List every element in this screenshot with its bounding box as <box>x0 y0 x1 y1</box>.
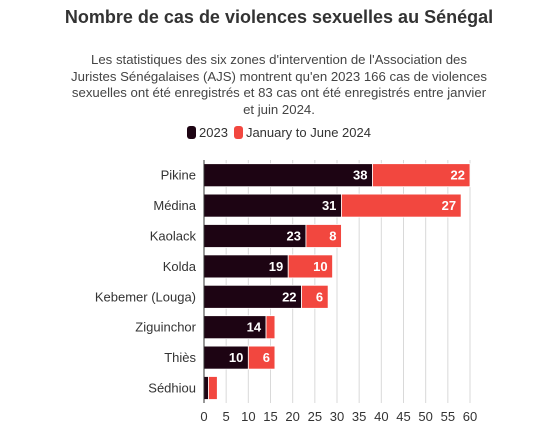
data-label: 6 <box>316 289 323 304</box>
x-tick-label: 35 <box>352 409 366 424</box>
legend-item-2023: 2023 <box>187 125 228 140</box>
category-label: Thiès <box>164 350 196 365</box>
data-label: 6 <box>263 350 270 365</box>
category-label: Kaolack <box>150 229 197 244</box>
bar-segment <box>287 254 333 279</box>
data-label: 22 <box>282 289 296 304</box>
bar-segment <box>372 163 471 188</box>
x-tick-label: 50 <box>418 409 432 424</box>
category-label: Pikine <box>161 168 196 183</box>
x-tick-label: 10 <box>241 409 255 424</box>
chart-subtitle: Les statistiques des six zones d'interve… <box>71 52 487 117</box>
x-tick-label: 60 <box>463 409 477 424</box>
x-tick-label: 25 <box>308 409 322 424</box>
x-tick-label: 40 <box>374 409 388 424</box>
bar-segment <box>203 163 373 188</box>
data-label: 10 <box>313 259 327 274</box>
bar-segment <box>208 376 218 400</box>
x-tick-label: 20 <box>285 409 299 424</box>
category-label: Kolda <box>163 259 197 274</box>
data-label: 22 <box>451 168 465 183</box>
bar-segment <box>203 193 342 218</box>
data-label: 38 <box>353 168 367 183</box>
data-label: 19 <box>269 259 283 274</box>
category-label: Kebemer (Louga) <box>95 289 196 304</box>
x-tick-label: 5 <box>223 409 230 424</box>
legend-item-2024: January to June 2024 <box>233 125 371 140</box>
data-label: 14 <box>247 320 262 335</box>
bar-segment <box>341 193 462 218</box>
bar-segment <box>301 284 329 309</box>
bar-segment <box>305 224 342 248</box>
x-tick-label: 30 <box>330 409 344 424</box>
data-label: 27 <box>442 198 456 213</box>
category-label: Sédhiou <box>148 381 196 396</box>
x-tick-label: 45 <box>396 409 410 424</box>
chart-legend: 2023 January to June 2024 <box>0 125 558 140</box>
x-tick-label: 0 <box>200 409 207 424</box>
data-label: 10 <box>229 350 243 365</box>
bar-segment <box>203 376 209 400</box>
x-tick-label: 15 <box>263 409 277 424</box>
data-label: 31 <box>322 198 336 213</box>
legend-label-2023: 2023 <box>199 125 228 140</box>
data-label: 23 <box>286 229 300 244</box>
legend-label-2024: January to June 2024 <box>245 125 371 140</box>
data-label: 8 <box>329 229 336 244</box>
x-tick-label: 55 <box>441 409 455 424</box>
bar-segment <box>265 315 276 340</box>
category-label: Médina <box>153 198 196 213</box>
category-label: Ziguinchor <box>135 320 196 335</box>
chart-title: Nombre de cas de violences sexuelles au … <box>64 7 494 27</box>
legend-swatch-2023 <box>187 126 197 139</box>
bar-segment <box>247 345 276 370</box>
legend-swatch-2024 <box>233 126 243 139</box>
